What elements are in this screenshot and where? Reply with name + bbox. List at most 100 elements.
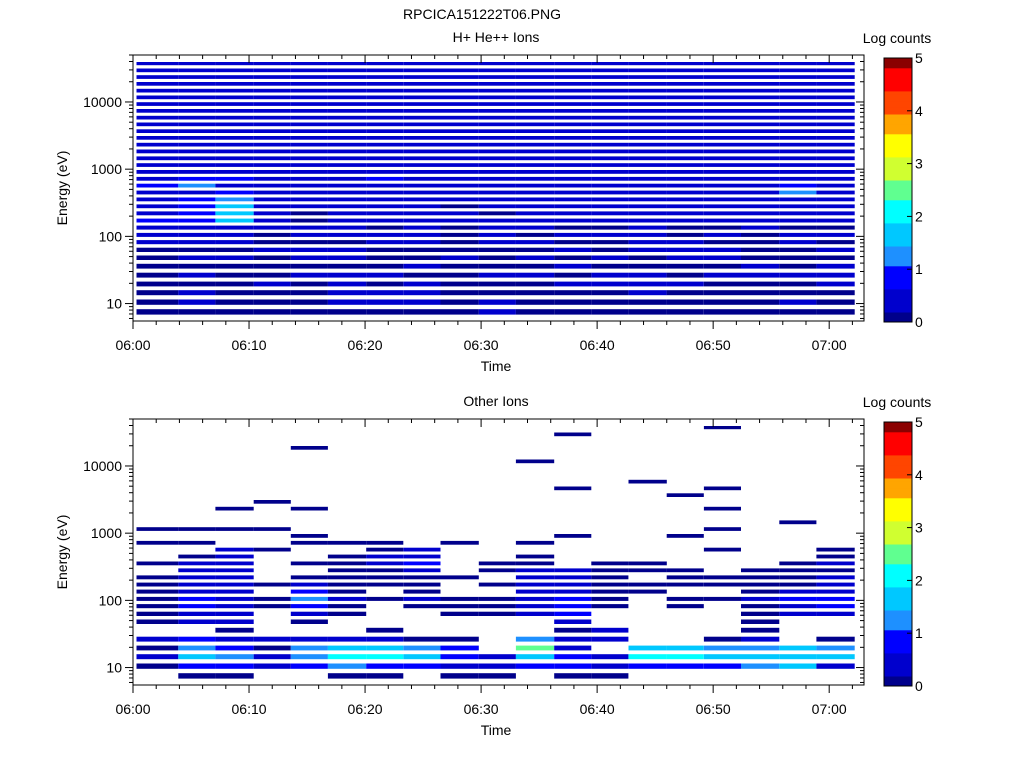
heatmap-cell bbox=[253, 281, 291, 287]
heatmap-cell bbox=[628, 176, 667, 181]
heatmap-cell bbox=[178, 255, 216, 260]
heatmap-cell bbox=[666, 163, 704, 167]
heatmap-cell bbox=[478, 255, 516, 260]
heatmap-cell bbox=[478, 136, 516, 140]
heatmap-cell bbox=[327, 281, 367, 287]
heatmap-cell bbox=[779, 654, 817, 660]
heatmap-cell bbox=[366, 263, 404, 269]
heatmap-cell bbox=[741, 190, 780, 195]
heatmap-cell bbox=[741, 255, 780, 260]
heatmap-cell bbox=[816, 211, 855, 216]
colorbar-strip bbox=[884, 629, 912, 634]
heatmap-cell bbox=[591, 88, 629, 93]
heatmap-cell bbox=[440, 663, 479, 669]
heatmap-cell bbox=[554, 156, 592, 161]
heatmap-cell bbox=[554, 611, 592, 616]
heatmap-cell bbox=[628, 170, 667, 174]
heatmap-cell bbox=[215, 281, 254, 287]
heatmap-cell bbox=[136, 142, 179, 147]
heatmap-cell bbox=[779, 183, 817, 188]
heatmap-cell bbox=[816, 163, 855, 167]
heatmap-cell bbox=[703, 197, 741, 202]
heatmap-cell bbox=[215, 170, 254, 174]
heatmap-cell bbox=[478, 225, 516, 230]
heatmap-cell bbox=[741, 142, 780, 147]
heatmap-cell bbox=[178, 582, 216, 587]
heatmap-cell bbox=[440, 299, 479, 305]
heatmap-cell bbox=[178, 183, 216, 188]
heatmap-cell bbox=[290, 446, 328, 450]
heatmap-cell bbox=[703, 654, 741, 660]
heatmap-cell bbox=[366, 654, 404, 660]
heatmap-cell bbox=[178, 299, 216, 305]
heatmap-cell bbox=[366, 109, 404, 113]
heatmap-cell bbox=[440, 240, 479, 245]
heatmap-cell bbox=[290, 636, 328, 642]
heatmap-cell bbox=[366, 149, 404, 154]
colorbar-strip bbox=[884, 649, 912, 654]
colorbar-strip bbox=[884, 282, 912, 287]
heatmap-cell bbox=[290, 654, 328, 660]
heatmap-cell bbox=[816, 197, 855, 202]
heatmap-cell bbox=[591, 197, 629, 202]
heatmap-cell bbox=[440, 272, 479, 278]
colorbar-strip bbox=[884, 484, 912, 489]
colorbar-strip bbox=[884, 285, 912, 290]
colorbar-tick-label: 0 bbox=[915, 678, 923, 694]
colorbar-strip bbox=[884, 669, 912, 674]
heatmap-cell bbox=[253, 156, 291, 161]
colorbar-strip bbox=[884, 249, 912, 254]
heatmap-cell bbox=[741, 232, 780, 237]
heatmap-cell bbox=[816, 247, 855, 252]
heatmap-cell bbox=[290, 582, 328, 587]
colorbar-frame bbox=[883, 57, 913, 323]
colorbar-strip bbox=[884, 438, 912, 443]
heatmap-cell bbox=[816, 575, 855, 580]
heatmap-cell bbox=[253, 654, 291, 660]
colorbar-strip bbox=[884, 190, 912, 194]
colorbar-strip bbox=[884, 603, 912, 608]
x-tick-label: 06:40 bbox=[580, 701, 615, 717]
colorbar-strip bbox=[884, 626, 912, 631]
heatmap-cell bbox=[136, 604, 179, 609]
heatmap-cell bbox=[779, 136, 817, 140]
heatmap-cell bbox=[779, 232, 817, 237]
heatmap-cell bbox=[554, 299, 592, 305]
heatmap-cell bbox=[741, 156, 780, 161]
heatmap-cell bbox=[215, 255, 254, 260]
colorbar: 0 1 2 3 4 5 bbox=[883, 50, 923, 330]
heatmap-cell bbox=[515, 645, 555, 651]
heatmap-cell bbox=[136, 149, 179, 154]
heatmap-cell bbox=[136, 247, 179, 252]
x-tick-label: 06:10 bbox=[232, 701, 267, 717]
heatmap-cell bbox=[215, 142, 254, 147]
heatmap-cell bbox=[403, 263, 441, 269]
heatmap-cell bbox=[703, 102, 741, 106]
colorbar-strip bbox=[884, 302, 912, 306]
colorbar-strip bbox=[884, 133, 912, 138]
heatmap-cell bbox=[741, 197, 780, 202]
colorbar-strip bbox=[884, 236, 912, 240]
colorbar-strip bbox=[884, 94, 912, 98]
heatmap-cell bbox=[666, 197, 704, 202]
heatmap-cell bbox=[741, 604, 780, 609]
heatmap-cell bbox=[591, 561, 629, 566]
heatmap-cell bbox=[290, 109, 328, 113]
heatmap-cell bbox=[366, 561, 404, 566]
colorbar-strip bbox=[884, 130, 912, 135]
heatmap-cell bbox=[554, 309, 592, 315]
heatmap-cell bbox=[290, 156, 328, 161]
heatmap-cell bbox=[703, 582, 741, 587]
heatmap-cell bbox=[554, 163, 592, 167]
heatmap-cell bbox=[628, 247, 667, 252]
colorbar-strip bbox=[884, 501, 912, 505]
heatmap-cell bbox=[403, 129, 441, 133]
colorbar-strip bbox=[884, 448, 912, 453]
heatmap-cell bbox=[366, 290, 404, 296]
heatmap-cell bbox=[178, 95, 216, 100]
heatmap-cell bbox=[178, 225, 216, 230]
heatmap-cell bbox=[178, 75, 216, 79]
colorbar-strip bbox=[884, 544, 912, 548]
heatmap-cell bbox=[666, 225, 704, 230]
